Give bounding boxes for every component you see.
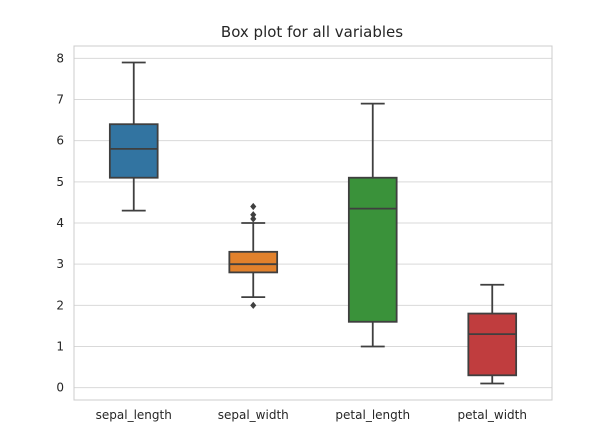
- y-tick-label: 0: [56, 381, 64, 395]
- gridlines: [74, 57, 552, 389]
- y-tick-labels: 0 1 2 3 4 5 6 7 8: [56, 51, 64, 394]
- y-tick-label: 3: [56, 257, 64, 271]
- y-tick-label: 4: [56, 216, 64, 230]
- y-tick-label: 8: [56, 51, 64, 65]
- outlier-point: [250, 211, 257, 219]
- box-body: [108, 123, 159, 179]
- outlier-point: [250, 215, 257, 223]
- x-tick-label: sepal_width: [218, 408, 289, 422]
- box-body: [347, 176, 398, 323]
- x-tick-label: petal_length: [335, 408, 410, 422]
- x-tick-labels: sepal_length sepal_width petal_length petal…: [96, 408, 527, 422]
- boxes: [108, 61, 518, 385]
- box-petal_length: [347, 102, 398, 348]
- y-tick-label: 1: [56, 339, 64, 353]
- y-tick-label: 6: [56, 134, 64, 148]
- box-petal_width: [467, 283, 518, 385]
- box-sepal_width: [228, 202, 279, 309]
- x-tick-label: petal_width: [458, 408, 527, 422]
- box-body: [467, 312, 518, 377]
- plot-frame: [73, 45, 553, 401]
- y-tick-label: 5: [56, 175, 64, 189]
- box-sepal_length: [108, 61, 159, 212]
- x-tick-label: sepal_length: [96, 408, 172, 422]
- chart-title: Box plot for all variables: [221, 23, 403, 41]
- outlier-point: [250, 301, 257, 309]
- y-tick-label: 7: [56, 93, 64, 107]
- box-body: [228, 250, 279, 274]
- y-tick-label: 2: [56, 298, 64, 312]
- outlier-point: [250, 202, 257, 211]
